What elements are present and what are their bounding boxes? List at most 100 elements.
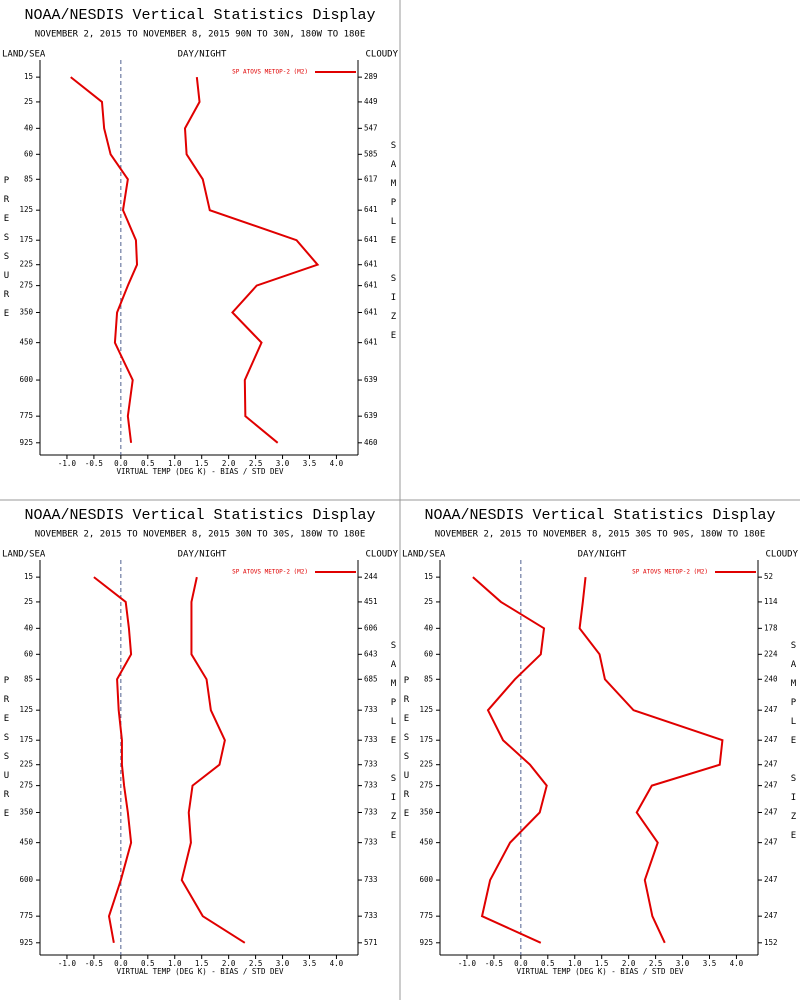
x-tick-label: 4.0	[330, 959, 344, 968]
x-tick-label: 3.5	[703, 959, 717, 968]
sample-size: 733	[364, 807, 378, 816]
x-tick-label: -1.0	[58, 459, 77, 468]
profile-line	[93, 576, 133, 943]
y-tick-label: 15	[24, 572, 33, 581]
y-tick-label: 225	[419, 760, 433, 769]
y-tick-label: 85	[24, 674, 33, 683]
x-tick-label: 2.0	[622, 959, 636, 968]
x-tick-label: 2.0	[222, 459, 236, 468]
sample-size: 247	[764, 911, 778, 920]
x-tick-label: 3.0	[276, 459, 290, 468]
sample-size: 643	[364, 649, 378, 658]
x-tick-label: 2.5	[249, 959, 263, 968]
x-axis-label: VIRTUAL TEMP (DEG K) - BIAS / STD DEV	[116, 967, 284, 976]
x-tick-label: 2.5	[649, 959, 663, 968]
y-tick-label: 40	[24, 623, 34, 632]
y-tick-label: 125	[19, 205, 33, 214]
y-tick-label: 925	[19, 938, 33, 947]
x-tick-label: -0.5	[85, 459, 103, 468]
x-tick-label: 0.0	[114, 959, 128, 968]
legend-label: SP ATOVS METOP-2 (M2)	[232, 69, 308, 76]
sample-size: 733	[364, 911, 378, 920]
profile-line	[180, 576, 246, 944]
sample-size: 733	[364, 838, 378, 847]
y-tick-label: 25	[24, 97, 33, 106]
chart-title: NOAA/NESDIS Vertical Statistics Display	[24, 7, 375, 24]
y-tick-label: 350	[419, 807, 433, 816]
y-tick-label: 60	[424, 649, 434, 658]
sample-size: 247	[764, 760, 778, 769]
x-tick-label: -1.0	[458, 959, 477, 968]
x-tick-label: 4.0	[730, 959, 744, 968]
x-tick-label: 1.0	[568, 959, 582, 968]
x-tick-label: 3.0	[676, 959, 690, 968]
profile-line	[70, 76, 139, 443]
sample-size: 571	[364, 938, 378, 947]
header-label: CLOUDY	[765, 550, 798, 560]
y-tick-label: 775	[19, 911, 33, 920]
y-tick-label: 925	[19, 438, 33, 447]
sample-size: 52	[764, 572, 773, 581]
sample-size: 247	[764, 838, 778, 847]
header-label: DAY/NIGHT	[178, 50, 227, 60]
sample-size: 547	[364, 123, 378, 132]
y-tick-label: 775	[419, 911, 433, 920]
profile-line	[183, 77, 320, 444]
sample-size: 585	[364, 149, 378, 158]
sample-size: 641	[364, 235, 378, 244]
y-tick-label: 350	[19, 807, 33, 816]
y-tick-label: 125	[419, 705, 433, 714]
y-tick-label: 450	[419, 838, 433, 847]
y-tick-label: 600	[19, 375, 33, 384]
sample-size: 617	[364, 174, 378, 183]
x-tick-label: 3.0	[276, 959, 290, 968]
sample-size: 178	[764, 623, 778, 632]
sample-size: 224	[764, 649, 778, 658]
x-tick-label: -1.0	[58, 959, 77, 968]
profile-line	[578, 577, 724, 944]
sample-size: 685	[364, 674, 378, 683]
y-tick-label: 600	[419, 875, 433, 884]
sample-size: 641	[364, 338, 378, 347]
header-label: CLOUDY	[365, 550, 398, 560]
y-tick-label: 450	[19, 838, 33, 847]
y-axis-label: PRESSURE	[2, 176, 12, 328]
header-label: DAY/NIGHT	[578, 550, 627, 560]
y-tick-label: 225	[19, 760, 33, 769]
y-tick-label: 925	[419, 938, 433, 947]
x-tick-label: 4.0	[330, 459, 344, 468]
sample-size: 451	[364, 597, 378, 606]
x-tick-label: 1.5	[595, 959, 609, 968]
sample-size: 152	[764, 938, 778, 947]
y-tick-label: 775	[19, 411, 33, 420]
x-tick-label: 2.5	[249, 459, 263, 468]
sample-size: 639	[364, 411, 378, 420]
sample-size: 733	[364, 735, 378, 744]
header-label: DAY/NIGHT	[178, 550, 227, 560]
y-tick-label: 450	[19, 338, 33, 347]
sample-size: 449	[364, 97, 378, 106]
sample-size: 733	[364, 781, 378, 790]
sample-size: 460	[364, 438, 378, 447]
chart-subtitle: NOVEMBER 2, 2015 TO NOVEMBER 8, 2015 30N…	[35, 530, 366, 540]
x-tick-label: 3.5	[303, 459, 317, 468]
y-tick-label: 125	[19, 705, 33, 714]
y-axis-label: PRESSURE	[402, 676, 412, 828]
header-label: LAND/SEA	[2, 550, 46, 560]
sample-size: 639	[364, 375, 378, 384]
x-axis-label: VIRTUAL TEMP (DEG K) - BIAS / STD DEV	[516, 967, 684, 976]
sample-size: 733	[364, 760, 378, 769]
sample-size: 247	[764, 735, 778, 744]
sample-size: 240	[764, 674, 778, 683]
x-tick-label: -0.5	[85, 959, 103, 968]
y-tick-label: 600	[19, 875, 33, 884]
chart-subtitle: NOVEMBER 2, 2015 TO NOVEMBER 8, 2015 30S…	[435, 530, 766, 540]
chart-title: NOAA/NESDIS Vertical Statistics Display	[24, 507, 375, 524]
sample-size: 289	[364, 72, 378, 81]
x-tick-label: 3.5	[303, 959, 317, 968]
y2-axis-label: SAMPLE SIZE	[389, 641, 399, 850]
y-tick-label: 275	[19, 781, 33, 790]
sample-size: 641	[364, 281, 378, 290]
y-tick-label: 85	[424, 674, 433, 683]
profile-line	[472, 576, 548, 944]
